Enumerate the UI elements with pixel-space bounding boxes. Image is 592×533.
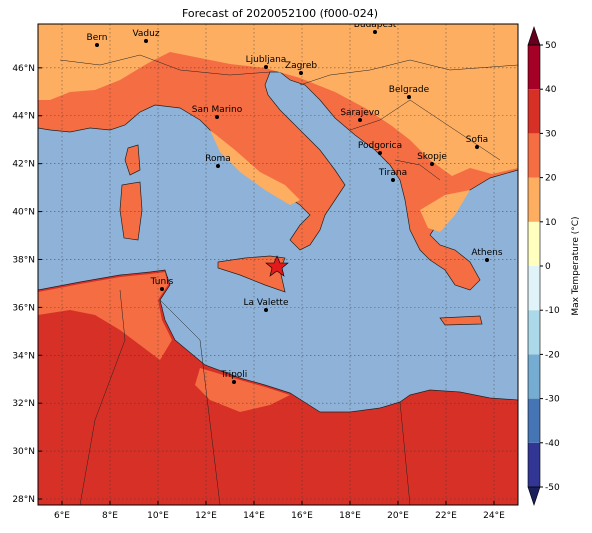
colorbar-tick-label: -30 [545,395,560,405]
y-tick-label: 30°N [12,447,35,457]
title: Forecast of 2020052100 (f000-024) [182,7,378,20]
city-label: Athens [471,248,502,258]
city-dot [407,95,411,99]
colorbar-tick-label: 0 [545,262,551,272]
y-tick-label: 32°N [12,399,35,409]
x-tick-label: 6°E [54,511,70,521]
colorbar-band [528,133,540,178]
highlight-star [265,255,289,277]
colorbar-tick-label: 10 [545,218,557,228]
city-label: Budapest [354,20,397,30]
x-tick-label: 12°E [195,511,217,521]
city-dot [373,30,377,34]
city-dot [299,71,303,75]
city-dot [475,145,479,149]
colorbar-band [528,354,540,399]
city-dot [232,380,236,384]
x-tick-label: 18°E [339,511,361,521]
city-label: Tirana [378,168,407,178]
colorbar-tick-label: -10 [545,306,560,316]
city-label: Ljubljana [246,55,287,65]
y-tick-label: 42°N [12,160,35,170]
city-label: Vaduz [132,29,159,39]
y-tick-label: 46°N [12,64,35,74]
x-tick-label: 24°E [483,511,505,521]
city-label: Bern [87,33,108,43]
city-dot [378,151,382,155]
city-label: San Marino [192,105,243,115]
y-tick-label: 40°N [12,208,35,218]
city-dot [264,65,268,69]
warm-zone-libya [195,368,290,412]
colorbar-tick-label: 20 [545,174,557,184]
sardinia [119,181,143,241]
colorbar-band [528,442,540,487]
y-tick-label: 38°N [12,255,35,265]
y-tick-label: 34°N [12,351,35,361]
x-tick-label: 14°E [243,511,265,521]
city-dot [215,115,219,119]
colorbar-tick-label: 50 [545,41,557,51]
city-label: Belgrade [389,85,430,95]
x-tick-label: 10°E [147,511,169,521]
warm-zone-north [38,24,518,176]
warm-zone-greece [420,190,470,232]
warm-zone-africa [38,272,172,360]
colorbar-band [528,89,540,134]
city-dot [95,43,99,47]
x-tick-label: 8°E [102,511,118,521]
colorbar-tick-label: -20 [545,350,560,360]
city-dot [264,308,268,312]
colorbar-tick-label: -40 [545,439,560,449]
city-dot [160,287,164,291]
y-tick-label: 44°N [12,112,35,122]
colorbar-label: Max Temperature (°C) [571,216,581,315]
map-frame [37,23,519,506]
colorbar-band [528,221,540,266]
crete [439,315,483,326]
colorbar-band [528,398,540,443]
city-dot [216,164,220,168]
city-dot [358,118,362,122]
city-dot [391,178,395,182]
city-dot [485,258,489,262]
colorbar-band [528,45,540,90]
city-label: Roma [205,154,231,164]
city-dot [144,39,148,43]
city-label: Tunis [150,277,174,287]
colorbar-band [528,266,540,311]
city-label: Sarajevo [340,108,380,118]
corsica [124,144,141,176]
city-label: Podgorica [358,141,402,151]
colorbar-band [528,310,540,355]
warm-zone-italy [210,130,300,205]
city-dot [430,162,434,166]
colorbar-band [528,177,540,222]
x-tick-label: 20°E [387,511,409,521]
city-label: La Valette [244,298,289,308]
x-tick-label: 16°E [291,511,313,521]
colorbar-extend-low [527,486,541,506]
x-tick-label: 22°E [435,511,457,521]
colorbar-extend-high [527,26,541,46]
colorbar-tick-label: 40 [545,85,557,95]
city-label: Tripoli [220,370,248,380]
colorbar-tick-label: -50 [545,483,560,493]
y-tick-label: 28°N [12,495,35,505]
city-label: Sofia [466,135,488,145]
city-label: Zagreb [285,61,317,71]
y-tick-label: 36°N [12,303,35,313]
colorbar-tick-label: 30 [545,129,557,139]
city-label: Skopje [417,152,447,162]
